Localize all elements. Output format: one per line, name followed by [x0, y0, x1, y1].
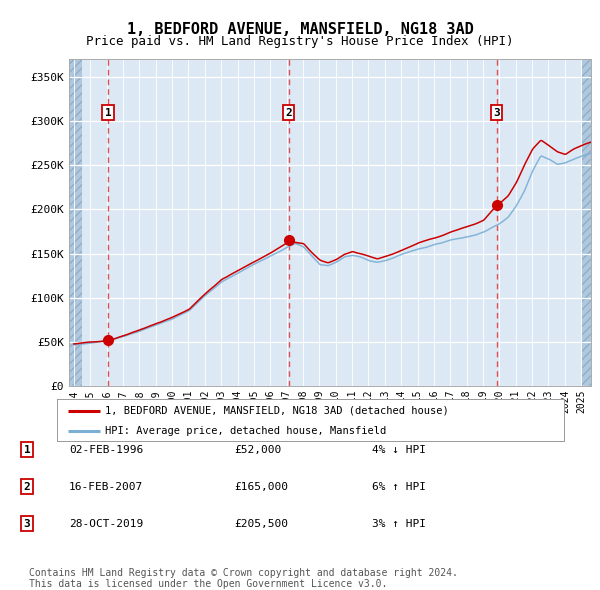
Text: 6% ↑ HPI: 6% ↑ HPI [372, 482, 426, 491]
Text: 16-FEB-2007: 16-FEB-2007 [69, 482, 143, 491]
Text: £52,000: £52,000 [234, 445, 281, 454]
Text: 3: 3 [493, 108, 500, 117]
Text: HPI: Average price, detached house, Mansfield: HPI: Average price, detached house, Mans… [105, 426, 386, 435]
Text: £205,500: £205,500 [234, 519, 288, 529]
Text: 2: 2 [23, 482, 31, 491]
Text: 28-OCT-2019: 28-OCT-2019 [69, 519, 143, 529]
Text: 3: 3 [23, 519, 31, 529]
Bar [583, 59, 591, 386]
Text: Contains HM Land Registry data © Crown copyright and database right 2024.
This d: Contains HM Land Registry data © Crown c… [29, 568, 458, 589]
Bar [69, 59, 82, 386]
Text: 4% ↓ HPI: 4% ↓ HPI [372, 445, 426, 454]
Text: 1: 1 [23, 445, 31, 454]
Text: 1: 1 [105, 108, 112, 117]
Text: 02-FEB-1996: 02-FEB-1996 [69, 445, 143, 454]
Text: Price paid vs. HM Land Registry's House Price Index (HPI): Price paid vs. HM Land Registry's House … [86, 35, 514, 48]
Text: 1, BEDFORD AVENUE, MANSFIELD, NG18 3AD: 1, BEDFORD AVENUE, MANSFIELD, NG18 3AD [127, 22, 473, 37]
Text: £165,000: £165,000 [234, 482, 288, 491]
Text: 1, BEDFORD AVENUE, MANSFIELD, NG18 3AD (detached house): 1, BEDFORD AVENUE, MANSFIELD, NG18 3AD (… [105, 406, 449, 416]
Text: 3% ↑ HPI: 3% ↑ HPI [372, 519, 426, 529]
Text: 2: 2 [285, 108, 292, 117]
